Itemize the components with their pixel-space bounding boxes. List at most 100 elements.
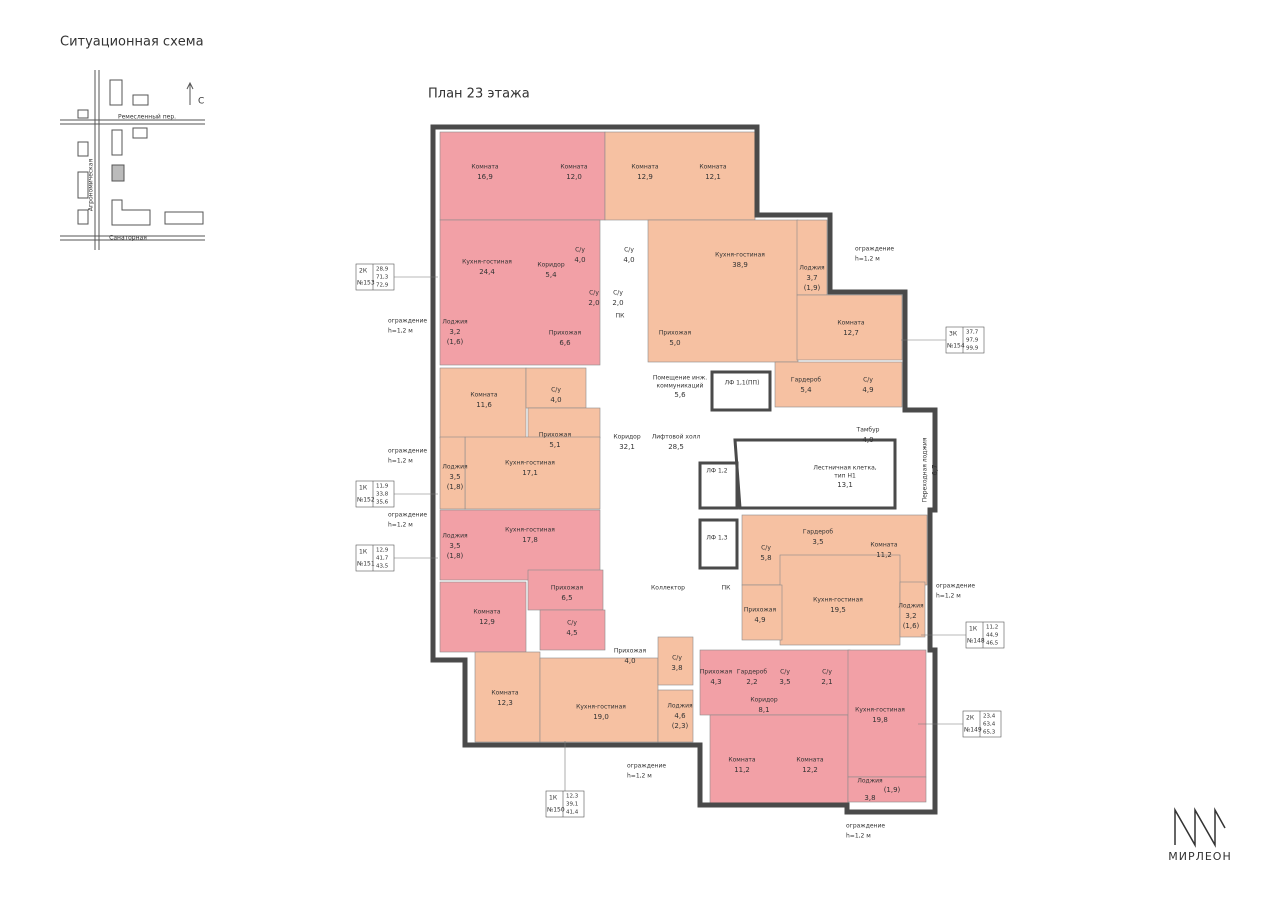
apartment-type: 2К: [966, 715, 975, 722]
apartment-type: 1К: [359, 549, 368, 556]
building: [111, 199, 151, 226]
room-label: С/у 2,0: [588, 290, 599, 308]
room-label: Лоджия(1,9) 3,8: [857, 778, 900, 803]
room-area: 3,8: [671, 664, 682, 672]
room-fill: [464, 436, 601, 510]
room-label: ЛФ 1,1(ПП): [725, 380, 760, 387]
room-label: Комната 12,1: [699, 164, 727, 182]
room-fill: [539, 657, 659, 743]
room-area: 8,1: [758, 706, 769, 714]
room-name: ЛФ 1,3: [706, 535, 727, 542]
room-label: Кухня-гостиная 17,1: [505, 460, 555, 478]
room-label: Лоджия 3,5 (1,8): [442, 533, 468, 561]
apartment-area: 12,3: [566, 794, 579, 800]
apartment-number: №148: [967, 638, 985, 645]
building: [132, 127, 148, 139]
room-name: С/у: [863, 377, 873, 384]
room-name: Прихожая: [700, 669, 733, 676]
room-label: Комната 16,9: [471, 164, 499, 182]
room-area: 2,0: [612, 299, 623, 307]
room-area: 4,0: [623, 256, 634, 264]
apartment-number: №154: [947, 343, 965, 350]
apartment-tag: [962, 710, 1002, 738]
room-label: Прихожая 5,1: [539, 432, 572, 450]
room-fill: [439, 436, 466, 510]
apartment-type: 1К: [969, 626, 978, 633]
room-name: Лоджия: [799, 265, 825, 272]
room-name: Переходная лоджия: [922, 437, 929, 502]
room-fill: [439, 581, 527, 653]
room-fill: [699, 649, 851, 716]
room-area: 4,9: [862, 386, 873, 394]
room-area: 3,5: [449, 542, 460, 550]
room-label: С/у 3,8: [671, 655, 682, 673]
room-label: Лоджия 3,7 (1,9): [799, 265, 825, 293]
room-area: 19,5: [830, 606, 846, 614]
room-area: 5,4: [545, 271, 557, 279]
room-name: С/у: [624, 247, 634, 254]
room-name: Лоджия: [667, 703, 693, 710]
room-area: 4,0: [862, 436, 873, 444]
room-name: Комната: [728, 757, 756, 764]
apartment-area: 39,1: [566, 802, 578, 808]
room-label: Кухня-гостиная 38,9: [715, 252, 765, 270]
logo-text: МИРЛЕОН: [1168, 850, 1232, 863]
room-area: 38,9: [732, 261, 748, 269]
room-area: 3,2: [905, 612, 916, 620]
apartment-area: 97,9: [966, 338, 979, 344]
room-name: Коллектор: [651, 585, 685, 592]
room-label: Прихожая 6,6: [549, 330, 582, 348]
room-fill: [796, 294, 903, 361]
room-fill: [709, 714, 849, 806]
room-name: Кухня-гостиная: [505, 460, 555, 467]
room-label: Прихожая 4,9: [744, 607, 777, 625]
room-name: С/у: [551, 387, 561, 394]
building: [77, 171, 89, 199]
room-fill: [439, 219, 601, 366]
apartment-area: 99,9: [966, 346, 979, 352]
balcony-area: (1,8): [447, 483, 464, 491]
room-name: Комната: [631, 164, 659, 171]
apartment-area: 11,9: [376, 484, 389, 490]
balcony-area: (2,3): [672, 722, 689, 730]
room-area: 16,9: [477, 173, 493, 181]
room-area: 32,1: [619, 443, 635, 451]
room-name: Кухня-гостиная: [813, 597, 863, 604]
room-label: Комната 12,0: [560, 164, 588, 182]
room-area: 4,6: [674, 712, 686, 720]
room-label: Кухня-гостиная 19,8: [855, 707, 905, 725]
room-label: Лоджия 3,2 (1,6): [442, 319, 468, 347]
apartment-area: 11,2: [986, 625, 998, 631]
apartment-number: №152: [357, 497, 375, 504]
room-name: С/у: [575, 247, 585, 254]
room-label: ПК: [616, 313, 626, 320]
room-name: Тамбур: [856, 427, 880, 434]
railing-note: ограждение: [936, 583, 975, 590]
room-label: С/у 4,9: [862, 377, 873, 395]
room-name: тип Н1: [834, 473, 856, 480]
room-area: 5,0: [669, 339, 680, 347]
logo-mark: [1174, 807, 1226, 848]
room-label: Гардероб 2,2: [737, 669, 767, 687]
room-area: 12,9: [637, 173, 653, 181]
room-fill: [796, 219, 828, 296]
lift-shaft: [710, 370, 772, 412]
railing-note: h=1,2 м: [936, 593, 961, 600]
room-name: ПК: [722, 585, 732, 592]
room-label: Гардероб 5,4: [791, 377, 821, 395]
apartment-area: 28,9: [376, 267, 389, 273]
lift-shaft: [698, 518, 739, 570]
room-fills: [439, 131, 928, 806]
apartment-number: №149: [964, 727, 982, 734]
room-fill: [439, 509, 601, 581]
apartment-number: №150: [547, 807, 565, 814]
balcony-area: (1,9): [884, 786, 901, 794]
room-name: Помещение инж.: [653, 375, 707, 382]
room-name: Комната: [560, 164, 588, 171]
apartment-tag: [355, 480, 395, 508]
room-label: Кухня-гостиная 19,5: [813, 597, 863, 615]
logo: [1174, 807, 1226, 848]
room-label: ПК: [722, 585, 732, 592]
balcony-area: (1,6): [447, 338, 464, 346]
